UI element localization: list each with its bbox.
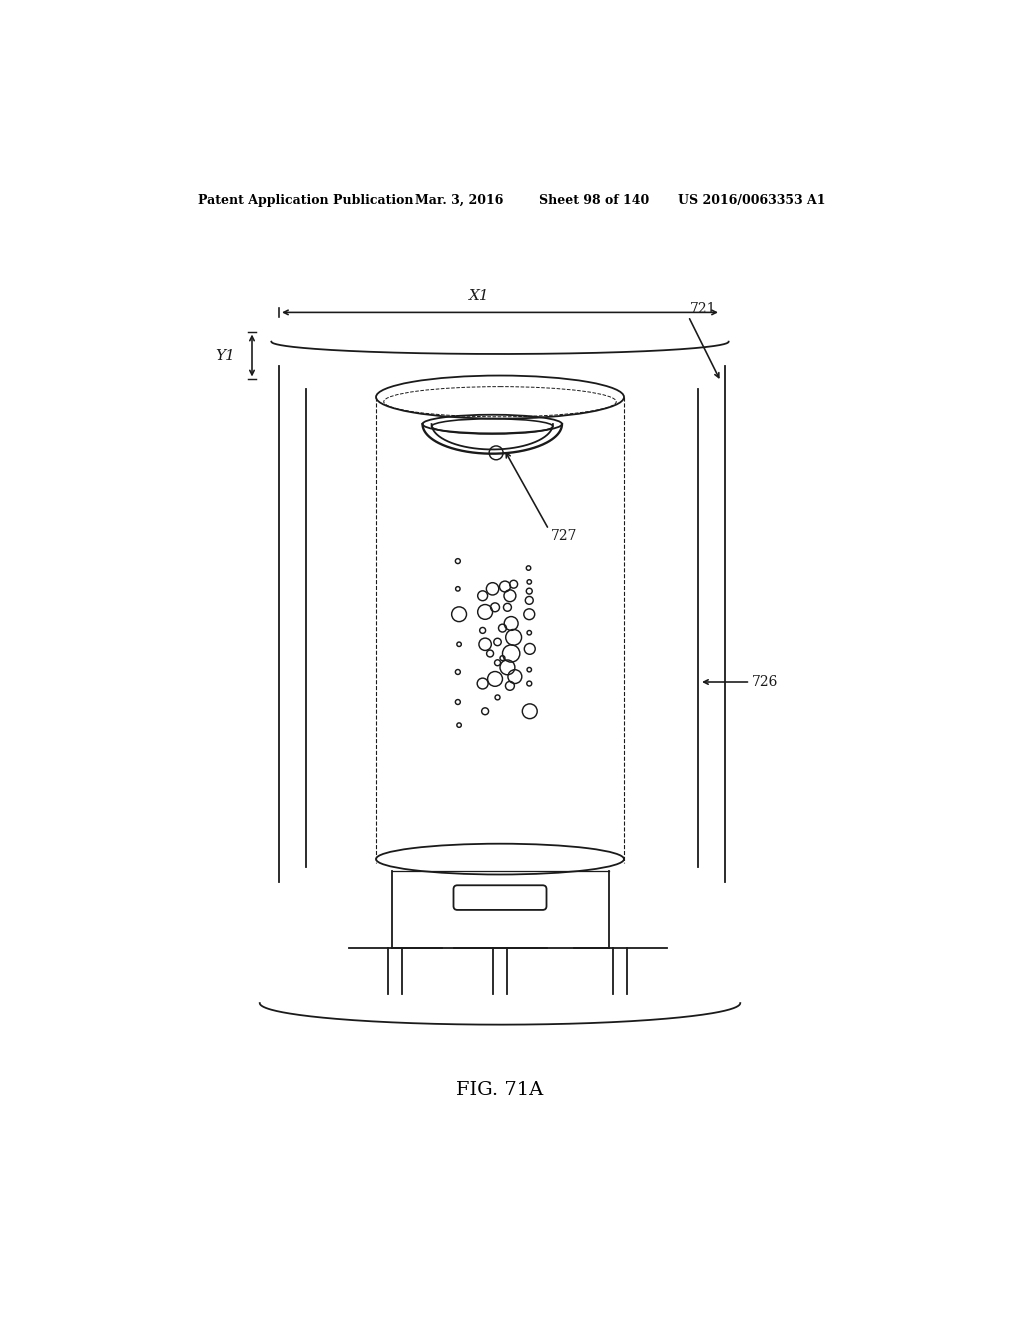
Text: 726: 726 [752, 675, 778, 689]
Text: FIG. 71A: FIG. 71A [457, 1081, 544, 1100]
Text: 727: 727 [550, 529, 577, 543]
Text: 721: 721 [690, 301, 717, 315]
Text: X1: X1 [469, 289, 489, 304]
Text: Mar. 3, 2016: Mar. 3, 2016 [415, 194, 503, 207]
Text: Sheet 98 of 140: Sheet 98 of 140 [539, 194, 649, 207]
Text: Y1: Y1 [215, 348, 234, 363]
Text: US 2016/0063353 A1: US 2016/0063353 A1 [678, 194, 825, 207]
Text: Patent Application Publication: Patent Application Publication [198, 194, 414, 207]
